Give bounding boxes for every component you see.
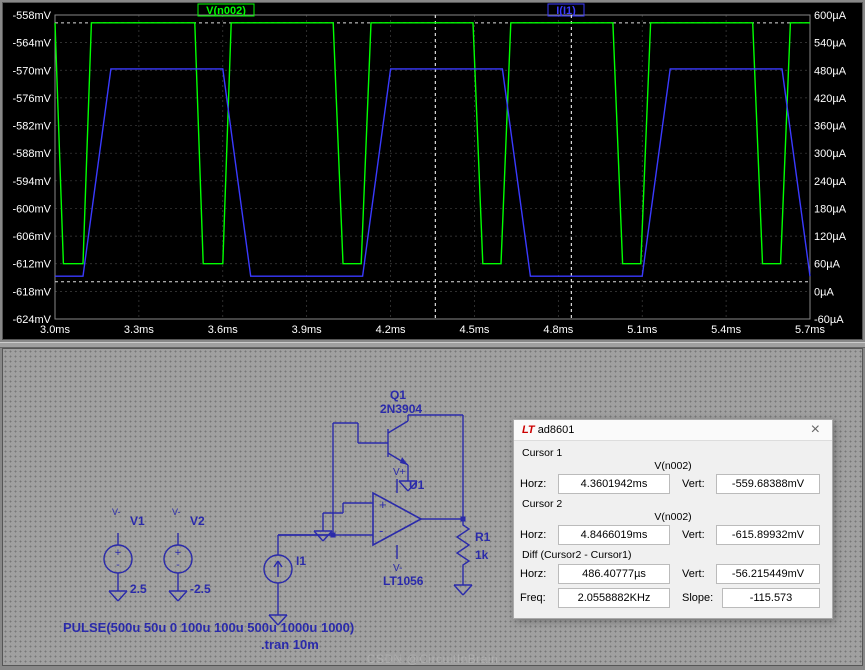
svg-text:-618mV: -618mV bbox=[12, 286, 51, 298]
svg-text:Q1: Q1 bbox=[390, 388, 406, 402]
svg-text:V2: V2 bbox=[190, 514, 205, 528]
svg-text:I1: I1 bbox=[296, 554, 306, 568]
svg-text:.tran 10m: .tran 10m bbox=[261, 637, 319, 652]
svg-text:V-: V- bbox=[172, 507, 181, 517]
svg-text:+: + bbox=[379, 497, 387, 512]
svg-text:I(I1): I(I1) bbox=[556, 5, 576, 17]
svg-text:V1: V1 bbox=[130, 514, 145, 528]
svg-text:-: - bbox=[176, 559, 180, 571]
d-horz-label: Horz: bbox=[520, 568, 554, 580]
svg-text:3.3ms: 3.3ms bbox=[124, 324, 154, 336]
c1-horz-label: Horz: bbox=[520, 478, 554, 490]
svg-text:+: + bbox=[175, 547, 181, 559]
d-freq-label: Freq: bbox=[520, 592, 554, 604]
svg-text:120µA: 120µA bbox=[814, 231, 847, 243]
c2-horz-value[interactable] bbox=[558, 525, 670, 545]
svg-text:4.8ms: 4.8ms bbox=[543, 324, 573, 336]
c1-vert-value[interactable] bbox=[716, 474, 820, 494]
d-horz-value[interactable] bbox=[558, 564, 670, 584]
svg-text:420µA: 420µA bbox=[814, 93, 847, 105]
svg-text:-600mV: -600mV bbox=[12, 203, 51, 215]
svg-text:V+: V+ bbox=[393, 467, 406, 478]
svg-text:4.2ms: 4.2ms bbox=[376, 324, 406, 336]
svg-text:5.4ms: 5.4ms bbox=[711, 324, 741, 336]
svg-text:4.5ms: 4.5ms bbox=[459, 324, 489, 336]
svg-text:LT1056: LT1056 bbox=[383, 574, 424, 588]
svg-text:-624mV: -624mV bbox=[12, 314, 51, 326]
svg-text:5.1ms: 5.1ms bbox=[627, 324, 657, 336]
close-icon[interactable]: × bbox=[807, 424, 824, 436]
svg-text:300µA: 300µA bbox=[814, 148, 847, 160]
svg-text:2N3904: 2N3904 bbox=[380, 402, 422, 416]
svg-text:540µA: 540µA bbox=[814, 38, 847, 50]
d-vert-value[interactable] bbox=[716, 564, 820, 584]
svg-text:PULSE(500u 50u 0 100u 100u 500: PULSE(500u 50u 0 100u 100u 500u 1000u 10… bbox=[63, 620, 354, 635]
svg-text:-564mV: -564mV bbox=[12, 38, 51, 50]
svg-text:-594mV: -594mV bbox=[12, 176, 51, 188]
svg-text:V-: V- bbox=[393, 563, 402, 574]
c1-vert-label: Vert: bbox=[682, 478, 712, 490]
lt-icon: LT bbox=[522, 424, 535, 436]
svg-text:-612mV: -612mV bbox=[12, 259, 51, 271]
svg-text:180µA: 180µA bbox=[814, 203, 847, 215]
svg-text:3.6ms: 3.6ms bbox=[208, 324, 238, 336]
svg-text:-: - bbox=[116, 559, 120, 571]
svg-text:2.5: 2.5 bbox=[130, 582, 147, 596]
svg-text:-60µA: -60µA bbox=[814, 314, 844, 326]
plot-svg: 3.0ms3.3ms3.6ms3.9ms4.2ms4.5ms4.8ms5.1ms… bbox=[3, 3, 862, 339]
diff-label: Diff (Cursor2 - Cursor1) bbox=[520, 547, 826, 562]
svg-text:-2.5: -2.5 bbox=[190, 582, 211, 596]
svg-text:-570mV: -570mV bbox=[12, 65, 51, 77]
svg-text:V(n002): V(n002) bbox=[206, 5, 246, 17]
svg-text:3.9ms: 3.9ms bbox=[292, 324, 322, 336]
svg-text:-588mV: -588mV bbox=[12, 148, 51, 160]
cursor1-label: Cursor 1 bbox=[520, 445, 826, 460]
svg-text:-: - bbox=[379, 523, 383, 538]
svg-text:240µA: 240µA bbox=[814, 176, 847, 188]
cursor-dialog[interactable]: LT ad8601 × Cursor 1 V(n002) Horz: Vert:… bbox=[513, 419, 833, 619]
dialog-title: ad8601 bbox=[538, 424, 575, 436]
svg-text:-606mV: -606mV bbox=[12, 231, 51, 243]
d-vert-label: Vert: bbox=[682, 568, 712, 580]
c2-vert-label: Vert: bbox=[682, 529, 712, 541]
svg-text:0µA: 0µA bbox=[814, 286, 834, 298]
svg-text:-582mV: -582mV bbox=[12, 121, 51, 133]
svg-text:1k: 1k bbox=[475, 548, 489, 562]
svg-text:V-: V- bbox=[112, 507, 121, 517]
cursor2-trace: V(n002) bbox=[520, 511, 826, 523]
svg-text:-558mV: -558mV bbox=[12, 10, 51, 22]
svg-text:60µA: 60µA bbox=[814, 259, 841, 271]
d-slope-label: Slope: bbox=[682, 592, 718, 604]
svg-text:360µA: 360µA bbox=[814, 121, 847, 133]
d-slope-value[interactable] bbox=[722, 588, 820, 608]
svg-text:480µA: 480µA bbox=[814, 65, 847, 77]
dialog-body: Cursor 1 V(n002) Horz: Vert: Cursor 2 V(… bbox=[514, 441, 832, 618]
svg-text:R1: R1 bbox=[475, 530, 491, 544]
waveform-plot[interactable]: 3.0ms3.3ms3.6ms3.9ms4.2ms4.5ms4.8ms5.1ms… bbox=[2, 2, 863, 340]
svg-text:-576mV: -576mV bbox=[12, 93, 51, 105]
d-freq-value[interactable] bbox=[558, 588, 670, 608]
c2-vert-value[interactable] bbox=[716, 525, 820, 545]
c1-horz-value[interactable] bbox=[558, 474, 670, 494]
svg-text:U1: U1 bbox=[409, 478, 425, 492]
c2-horz-label: Horz: bbox=[520, 529, 554, 541]
svg-text:600µA: 600µA bbox=[814, 10, 847, 22]
svg-text:+: + bbox=[115, 547, 121, 559]
cursor2-label: Cursor 2 bbox=[520, 496, 826, 511]
cursor1-trace: V(n002) bbox=[520, 460, 826, 472]
schematic-pane[interactable]: +-V+V-U1LT1056Q12N3904I1+-+-V1V2V-V-2.5-… bbox=[2, 348, 863, 666]
dialog-titlebar[interactable]: LT ad8601 × bbox=[514, 420, 832, 441]
